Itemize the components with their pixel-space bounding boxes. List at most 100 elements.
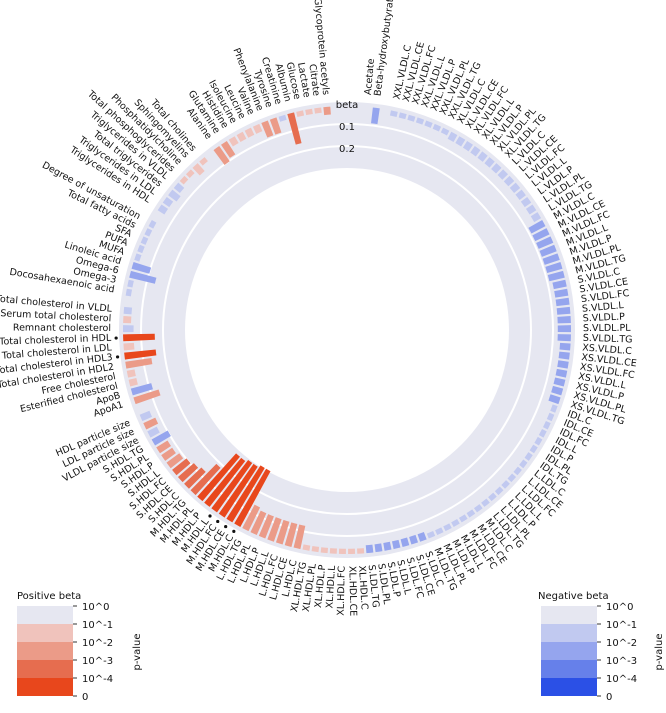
bar-XS.VLDL.P: [553, 377, 566, 387]
bar-S.HDL.FC: [172, 458, 191, 476]
bar-XL.HDL.PL: [311, 545, 320, 553]
legend-tick-3: 10^-3: [606, 656, 637, 667]
bar-Glycoprotein acetyls: [323, 106, 331, 116]
bar-XL.HDL.L: [329, 548, 337, 554]
bar-S.HDL.L: [166, 453, 184, 469]
bar-Esterified cholesterol: [128, 378, 138, 387]
bar-S.LDL.TG: [365, 544, 374, 554]
label-XL.HDL.CE: XL.HDL.CE: [346, 566, 358, 616]
bar-L.LDL.CE: [513, 466, 522, 476]
bar-M.HDL.PL: [197, 453, 240, 502]
bar-XXL.VLDL.TG: [440, 127, 450, 136]
bar-Total fatty acids: [144, 228, 153, 237]
label-XL.HDL.FC: XL.HDL.FC: [336, 565, 348, 615]
bar-S.HDL.TG: [151, 430, 171, 446]
bar-XS.VLDL.CE: [558, 351, 570, 360]
bar-Docosahexaenoic acid: [125, 288, 133, 297]
legend-positive-axis-label: p-value: [132, 633, 143, 670]
legend-swatch-2: [541, 642, 597, 660]
bar-Degree of unsaturation: [148, 220, 157, 229]
label-Total cholesterol in HDL: Total cholesterol in HDL: [0, 333, 112, 348]
ring-line-0.2: [162, 145, 532, 515]
bar-XL.HDL.P: [320, 547, 329, 554]
bar-IDL.PL: [529, 444, 538, 454]
label-XL.HDL.L: XL.HDL.L: [324, 565, 338, 609]
bar-Serum total cholesterol: [123, 315, 132, 324]
bar-L.HDL.FC: [275, 519, 290, 545]
bar-S.VLDL.P: [557, 315, 571, 324]
bar-PUFA: [137, 244, 145, 254]
bar-Triglycerides in LDL: [162, 196, 174, 208]
bar-XL.HDL.TG: [302, 544, 311, 551]
legend-positive: Positive beta 10^010^-110^-210^-310^-40 …: [17, 591, 143, 703]
label-S.LDL.TG: S.LDL.TG: [366, 564, 381, 608]
bar-L.LDL.FC: [507, 473, 517, 483]
legend-swatch-1: [541, 624, 597, 642]
bars-group: [122, 106, 571, 554]
bar-Alanine: [213, 146, 230, 165]
bar-IDL.CE: [546, 412, 555, 422]
bar-Free cholesterol: [126, 369, 136, 378]
bar-IDL.C: [550, 404, 558, 413]
bar-M.VLDL.CE: [532, 228, 550, 242]
ring-label-0.2: 0.2: [339, 144, 355, 155]
bar-L.VLDL.P: [520, 196, 532, 208]
bar-XL.VLDL.FC: [462, 140, 473, 152]
bar-M.LDL.CE: [466, 509, 476, 518]
legend-tick-4: 10^-4: [606, 674, 637, 685]
bar-Total cholesterol in HDL: [123, 333, 155, 342]
bar-M.VLDL.L: [539, 244, 557, 257]
sig-dot-M.HDL.FC: [216, 519, 220, 524]
bar-IDL.FC: [542, 420, 551, 430]
bar-XL.HDL.FC: [338, 548, 346, 554]
bar-M.HDL.L: [211, 459, 253, 513]
legend-swatch-2: [17, 642, 73, 660]
sig-dot-M.HDL.CE: [224, 524, 228, 529]
bar-XL.VLDL.L: [470, 146, 481, 157]
bar-M.HDL.P: [204, 457, 246, 507]
bar-IDL.L: [538, 429, 547, 438]
bar-M.VLDL.P: [542, 253, 560, 265]
legend-swatch-4: [17, 678, 73, 696]
bar-S.HDL.PL: [156, 440, 172, 454]
legend-negative-title: Negative beta: [538, 591, 609, 602]
ring-background: [119, 102, 575, 558]
bar-XS.VLDL.C: [559, 342, 571, 351]
bar-Phenylalanine: [261, 120, 274, 138]
bar-ApoB: [130, 383, 153, 396]
bar-L.LDL.PL: [488, 492, 497, 502]
bar-XL.VLDL.PL: [484, 157, 495, 168]
bar-SFA: [140, 236, 149, 245]
legend-tick-5: 0: [606, 692, 612, 703]
bar-XL.HDL.CE: [348, 548, 356, 554]
bar-XL.VLDL.TG: [491, 163, 502, 174]
bar-Valine: [252, 123, 263, 134]
bar-Phosphatidylcholine: [185, 169, 195, 178]
bar-XL.HDL.C: [357, 548, 365, 554]
bar-VLDL particle size: [147, 426, 160, 438]
bar-L.HDL.PL: [250, 510, 267, 536]
bar-L.VLDL.FC: [509, 182, 521, 193]
bar-XXL.VLDL.P: [424, 120, 433, 128]
label-XL.HDL.P: XL.HDL.P: [313, 564, 328, 608]
bar-M.VLDL.C: [528, 220, 546, 234]
legend-swatch-3: [17, 660, 73, 678]
bar-Triglycerides in VLDL: [173, 182, 185, 193]
legend-tick-2: 10^-2: [606, 638, 637, 649]
bar-Total cholesterol in HDL3: [124, 349, 157, 360]
label-Beta-hydroxybutyrate: Beta-hydroxybutyrate: [372, 0, 397, 97]
ring-line-0.1: [140, 123, 554, 537]
legend-tick-0: 10^0: [82, 602, 109, 613]
legend-negative-axis-label: p-value: [654, 633, 665, 670]
bar-Linoleic acid: [131, 262, 152, 274]
bar-L.HDL.P: [258, 514, 274, 539]
bar-L.LDL.C: [519, 459, 528, 469]
bar-M.HDL.TG: [190, 463, 221, 496]
legend-swatch-0: [541, 606, 597, 624]
label-XS.VLDL.C: XS.VLDL.C: [582, 342, 633, 357]
bar-ApoA1: [133, 389, 161, 405]
legend-tick-1: 10^-1: [606, 620, 637, 631]
label-S.VLDL.TG: S.VLDL.TG: [583, 333, 633, 346]
legend-tick-0: 10^0: [606, 602, 633, 613]
